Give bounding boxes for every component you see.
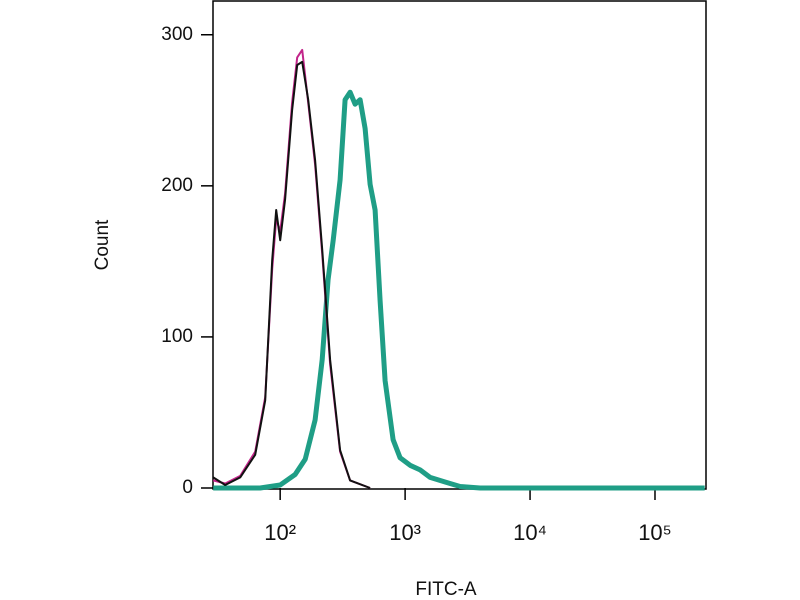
- y-tick-label: 100: [161, 326, 193, 347]
- plot-frame: [212, 0, 707, 490]
- histogram-line: [213, 89, 705, 491]
- y-tick-label: 300: [161, 24, 193, 45]
- histogram-line: [212, 60, 371, 489]
- x-axis-label: FITC-A: [415, 579, 477, 600]
- y-tick-label: 200: [161, 175, 193, 196]
- x-tick-label: 10⁵: [638, 520, 672, 545]
- y-tick-label: 0: [182, 477, 193, 498]
- x-tick-label: 10²: [264, 520, 296, 545]
- x-tick-label: 10⁴: [513, 520, 547, 545]
- y-axis-label: Count: [92, 219, 113, 270]
- x-tick-label: 10³: [389, 520, 421, 545]
